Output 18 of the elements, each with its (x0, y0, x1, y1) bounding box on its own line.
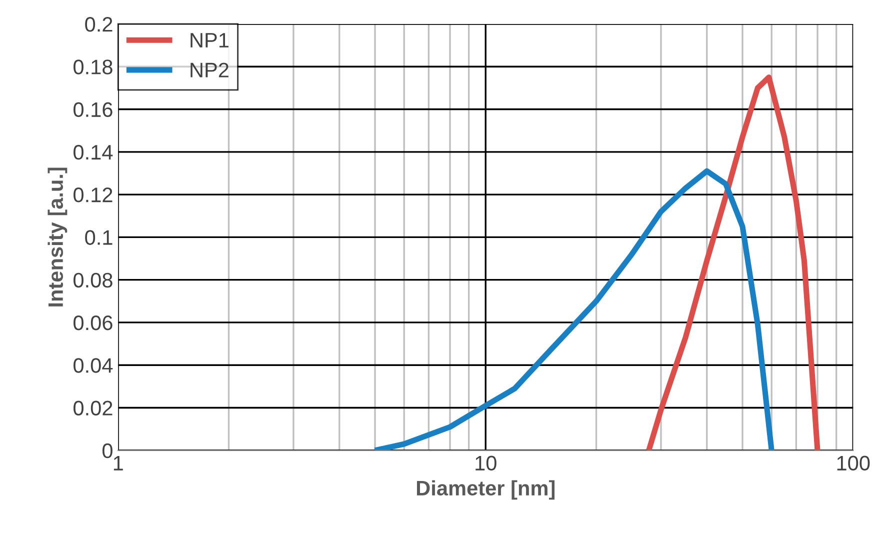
y-tick-label: 0.1 (85, 230, 112, 245)
x-tick-label: 10 (476, 456, 496, 471)
y-tick-label: 0.16 (74, 102, 112, 118)
x-axis-title: Diameter [nm] (416, 480, 554, 500)
legend-label: NP2 (190, 62, 228, 78)
x-tick-label: 1 (114, 456, 123, 470)
y-axis-title: Intensity [a.u.] (48, 168, 68, 306)
y-tick-label: 0.04 (74, 358, 113, 373)
legend-label: NP1 (190, 33, 228, 48)
y-tick-label: 0.06 (74, 315, 112, 330)
y-tick-label: 0.18 (74, 60, 112, 74)
y-tick-label: 0.02 (74, 400, 112, 416)
y-tick-label: 0.12 (74, 188, 112, 202)
y-tick-label: 0.14 (74, 144, 113, 160)
x-tick-label: 100 (837, 456, 870, 471)
y-tick-label: 0.2 (85, 16, 112, 32)
y-tick-label: 0 (102, 443, 112, 458)
y-tick-label: 0.08 (74, 272, 112, 288)
